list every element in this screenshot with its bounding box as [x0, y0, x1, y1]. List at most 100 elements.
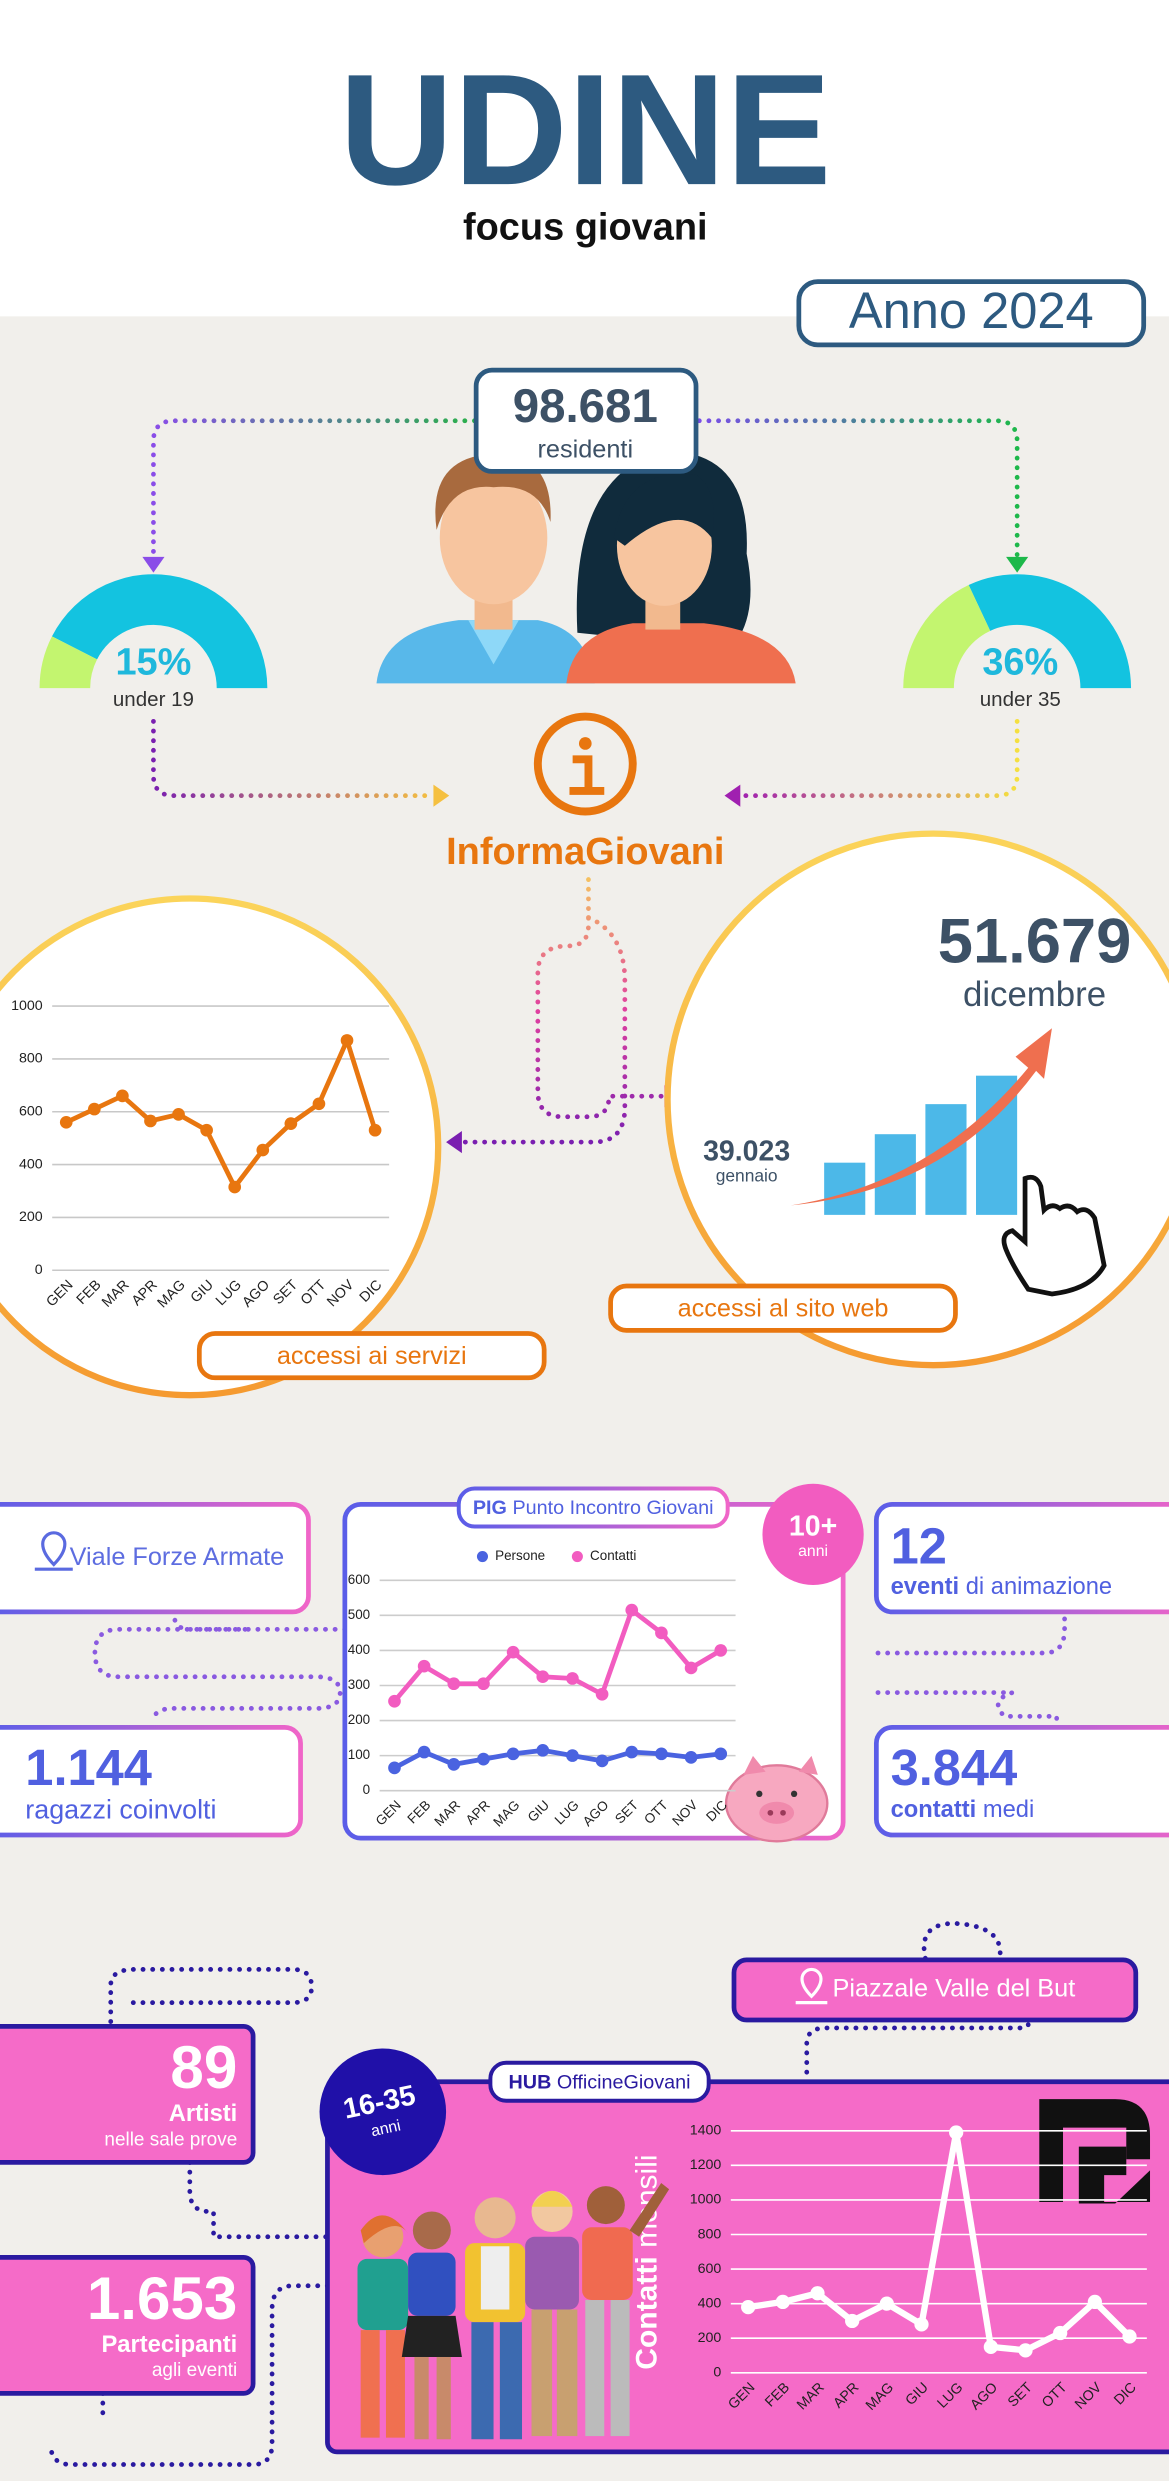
y-tick-label: 1200	[690, 2157, 722, 2173]
gauge-caption: under 19	[113, 688, 194, 711]
web-pill	[608, 1283, 958, 1333]
gauge-caption: under 35	[980, 688, 1061, 711]
connector	[151, 418, 477, 560]
y-tick-label: 200	[19, 1209, 43, 1225]
participants-box	[0, 2254, 256, 2396]
y-tick-label: 0	[363, 1782, 370, 1797]
data-point	[506, 1645, 520, 1659]
data-point	[684, 1661, 698, 1675]
data-point	[340, 1034, 354, 1047]
data-point	[845, 2313, 860, 2329]
data-point	[775, 2294, 790, 2310]
data-point	[368, 1123, 382, 1137]
kids-label: ragazzi coinvolti	[25, 1794, 216, 1824]
age-badge	[762, 1483, 864, 1586]
residents-value: 98.681	[513, 380, 658, 433]
data-point	[1053, 2325, 1068, 2341]
services-pill	[196, 1331, 547, 1381]
hub-age-badge	[319, 2048, 447, 2176]
gauge-track	[968, 574, 1132, 689]
data-point	[116, 1089, 129, 1103]
y-tick-label: 1000	[690, 2192, 722, 2208]
subtitle: focus giovani	[463, 206, 708, 248]
data-point	[625, 1603, 639, 1617]
pin-icon	[34, 1531, 73, 1571]
data-point	[949, 2125, 964, 2140]
pin-icon	[795, 1967, 828, 2005]
legend-label: Contatti	[590, 1548, 636, 1563]
data-point	[714, 1747, 728, 1761]
residents-box	[473, 367, 699, 474]
january-value: 39.023	[703, 1136, 790, 1168]
hub-title: HUB OfficineGiovani	[509, 2072, 691, 2094]
data-point	[228, 1180, 242, 1194]
hub-address: Piazzale Valle del But	[832, 1975, 1075, 2003]
connector	[696, 418, 1020, 560]
participants-value: 1.653	[87, 2265, 237, 2332]
year: Anno 2024	[849, 282, 1094, 339]
connector	[737, 718, 1020, 799]
data-point	[447, 1677, 461, 1691]
y-tick-label: 600	[348, 1572, 370, 1587]
y-tick-label: 800	[698, 2226, 722, 2242]
people-illustration	[376, 450, 796, 684]
pig-icon	[724, 1755, 829, 1843]
y-tick-label: 400	[19, 1156, 43, 1172]
y-tick-label: 200	[698, 2330, 722, 2346]
data-point	[388, 1694, 401, 1708]
data-point	[536, 1744, 550, 1757]
y-tick-label: 300	[348, 1677, 370, 1692]
data-point	[172, 1108, 185, 1121]
y-tick-label: 100	[348, 1747, 370, 1762]
y-tick-label: 1400	[690, 2123, 722, 2139]
residents-label: residenti	[537, 436, 633, 464]
connector	[48, 1921, 1031, 2467]
december-value: 51.679	[938, 907, 1132, 977]
address-box	[0, 1501, 311, 1615]
web-caption: accessi al sito web	[678, 1294, 889, 1322]
y-tick-label: 400	[698, 2295, 722, 2311]
data-point	[417, 1745, 431, 1759]
y-tick-label: 0	[713, 2365, 721, 2381]
data-point	[59, 1115, 73, 1129]
gauge-track	[51, 574, 268, 689]
data-point	[447, 1758, 461, 1771]
contacts-box	[873, 1725, 1169, 1838]
data-point	[566, 1749, 579, 1762]
data-point	[566, 1672, 579, 1685]
december-label: dicembre	[963, 975, 1106, 1014]
contacts-value: 3.844	[891, 1739, 1018, 1796]
connector	[92, 1611, 1067, 1724]
group-illustration	[357, 2182, 670, 2440]
legend-swatch	[571, 1551, 583, 1563]
events-value: 12	[891, 1518, 947, 1575]
data-point	[655, 1626, 668, 1640]
y-tick-label: 500	[348, 1607, 370, 1622]
artists-note: nelle sale prove	[104, 2129, 237, 2150]
artists-box	[0, 2024, 256, 2165]
title: UDINE	[339, 41, 831, 218]
y-tick-label: 800	[19, 1051, 43, 1067]
data-point	[879, 2296, 894, 2311]
y-tick-label: 1000	[11, 998, 43, 1014]
hub-address-box	[731, 1957, 1139, 2023]
data-point	[684, 1751, 698, 1764]
data-point	[477, 1677, 490, 1691]
data-point	[417, 1659, 431, 1673]
kids-box	[0, 1725, 303, 1838]
arrow	[433, 784, 450, 807]
participants-note: agli eventi	[152, 2360, 237, 2381]
y-tick-label: 600	[19, 1104, 43, 1120]
data-point	[87, 1102, 101, 1116]
data-point	[200, 1123, 213, 1137]
data-point	[655, 1747, 668, 1761]
january-label: gennaio	[716, 1166, 778, 1186]
data-point	[983, 2339, 998, 2354]
data-point	[625, 1745, 639, 1759]
contacts-label: contatti medi	[891, 1798, 1035, 1824]
data-point	[1087, 2294, 1102, 2310]
pig-title-pill	[456, 1486, 730, 1529]
artists-label: Artisti	[169, 2101, 238, 2127]
